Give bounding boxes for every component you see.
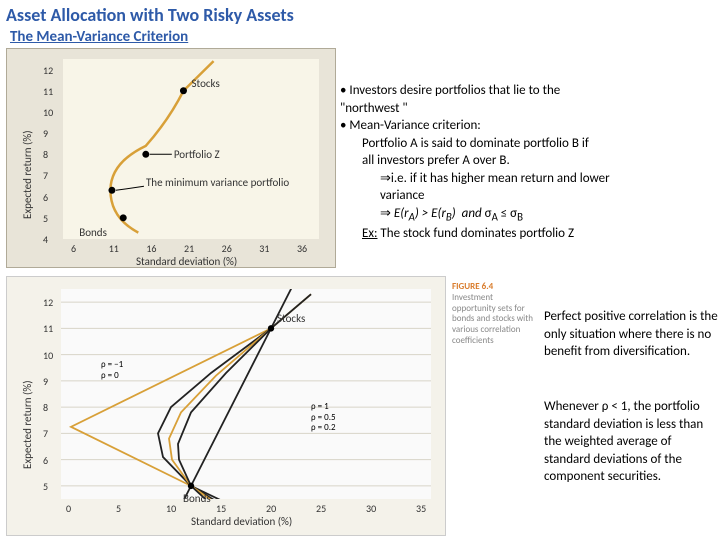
figure-caption: FIGURE 6.4Investment opportunity sets fo… (452, 282, 538, 347)
chart1-frame: Expected return (%) Standard deviation (… (6, 48, 336, 268)
chart1-y-axis-label: Expected return (%) (21, 130, 34, 219)
paragraph-diversification-1: Perfect positive correlation is the only… (544, 308, 720, 361)
criterion-bullets: • Investors desire portfolios that lie t… (340, 82, 718, 243)
page-subtitle: The Mean-Variance Criterion (10, 28, 188, 46)
chart2-x-axis-label: Standard deviation (%) (191, 515, 292, 528)
paragraph-diversification-2: Whenever ρ < 1, the portfolio standard d… (544, 398, 720, 486)
chart2-y-axis-label: Expected return (%) (21, 380, 34, 469)
chart2-frame: Expected return (%) Standard deviation (… (6, 276, 446, 536)
page-title: Asset Allocation with Two Risky Assets (6, 4, 294, 26)
chart1-x-axis-label: Standard deviation (%) (136, 255, 237, 268)
chart2-plot (61, 289, 431, 499)
chart2-svg (61, 289, 431, 499)
chart2-rho-legend: ρ = −1ρ = 0 (101, 360, 123, 382)
